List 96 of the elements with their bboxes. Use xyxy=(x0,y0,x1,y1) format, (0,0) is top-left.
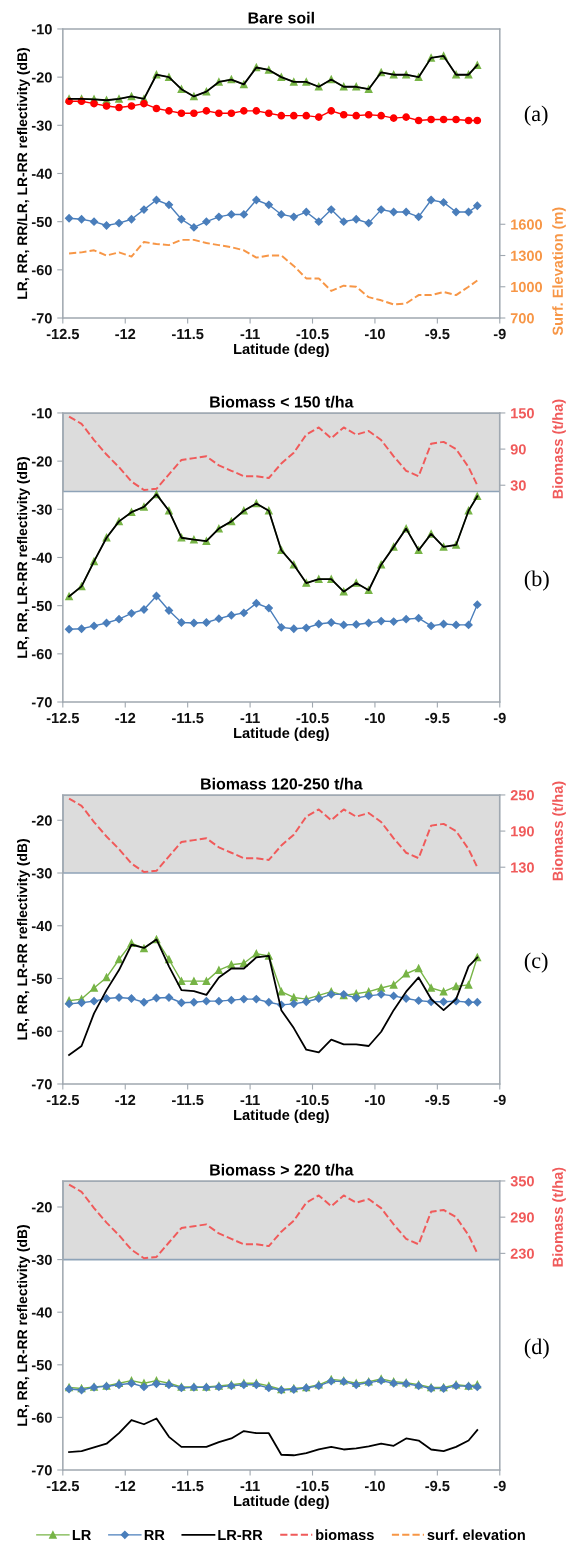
text: (c) xyxy=(524,952,548,973)
y2-axis-title: Biomass (t/ha) xyxy=(552,781,566,881)
x-tick-label: -11 xyxy=(240,1480,260,1491)
x-tick-label: -10 xyxy=(364,1480,385,1492)
y-tick-label: -20 xyxy=(31,1202,52,1213)
y-tick-label: -70 xyxy=(31,697,52,708)
x-tick-label: -10.5 xyxy=(296,1480,329,1492)
x-tick-label: -11.5 xyxy=(172,1480,204,1492)
x-tick-label: -10.5 xyxy=(296,1094,329,1106)
x-tick-label: -10.5 xyxy=(296,712,329,724)
x-tick-label: -12 xyxy=(115,712,136,723)
legend-label: RR xyxy=(144,1529,165,1540)
y2-axis-title: Surf. Elevation (m) xyxy=(552,207,566,336)
y-tick-label: -30 xyxy=(31,504,52,515)
chart-title: Biomass 120-250 t/ha xyxy=(201,777,363,790)
x-tick-label: -11 xyxy=(240,712,260,723)
x-tick-label: -9 xyxy=(493,1480,506,1492)
y-tick-label: -60 xyxy=(31,1026,52,1037)
y-tick-label: -60 xyxy=(31,648,52,660)
x-tick-label: -12.5 xyxy=(46,1480,80,1492)
x-tick-label: -12 xyxy=(115,328,136,339)
y2-tick-label: 190 xyxy=(511,826,534,837)
x-tick-label: -10.5 xyxy=(296,328,329,340)
legend-label: LR-RR xyxy=(218,1529,263,1540)
x-tick-label: -9.5 xyxy=(425,1480,450,1492)
y-tick-label: -20 xyxy=(31,72,52,83)
y2-tick-label: 30 xyxy=(510,480,526,491)
y-tick-label: -60 xyxy=(31,1412,52,1423)
x-axis-title: Latitude (deg) xyxy=(234,1495,329,1510)
y-tick-label: -40 xyxy=(31,1307,52,1318)
x-tick-label: -9 xyxy=(493,1094,506,1106)
y-axis-title: LR, RR, LR-RR reflectivity (dB) xyxy=(17,1225,30,1426)
x-tick-label: -10 xyxy=(364,328,385,340)
x-tick-label: -11.5 xyxy=(172,1094,204,1106)
x-tick-label: -12.5 xyxy=(46,712,80,724)
y2-axis-title: Biomass (t/ha) xyxy=(552,399,566,499)
y-tick-label: -50 xyxy=(31,600,52,612)
x-tick-label: -12 xyxy=(115,1480,136,1491)
y-tick-label: -60 xyxy=(31,264,52,276)
x-tick-label: -9.5 xyxy=(425,712,450,724)
x-tick-label: -11 xyxy=(240,328,260,339)
y-tick-label: -50 xyxy=(31,1359,52,1371)
y-tick-label: -70 xyxy=(31,1465,52,1476)
x-tick-label: -11 xyxy=(240,1094,260,1105)
x-tick-label: -9.5 xyxy=(425,1094,450,1106)
x-tick-label: -9 xyxy=(493,712,506,724)
y2-tick-label: 1300 xyxy=(511,250,543,261)
x-axis-title: Latitude (deg) xyxy=(234,727,329,742)
y-tick-label: -70 xyxy=(31,313,52,324)
y2-tick-label: 250 xyxy=(510,790,534,801)
y-tick-label: -30 xyxy=(31,120,52,131)
y2-tick-label: 150 xyxy=(511,408,534,419)
chart-title: Biomass > 220 t/ha xyxy=(210,1163,354,1176)
y2-tick-label: 230 xyxy=(510,1248,534,1259)
y-tick-label: -20 xyxy=(31,456,52,467)
x-tick-label: -9.5 xyxy=(425,328,450,340)
y2-tick-label: 700 xyxy=(510,313,534,324)
y2-tick-label: 130 xyxy=(511,862,534,873)
x-tick-label: -10 xyxy=(364,1094,385,1106)
legend-label: LR xyxy=(72,1529,91,1540)
legend-label: surf. elevation xyxy=(427,1529,525,1541)
y-axis-title: LR, RR, LR-RR reflectivity (dB) xyxy=(17,457,30,658)
y2-tick-label: 290 xyxy=(510,1212,534,1223)
x-tick-label: -11.5 xyxy=(172,328,204,340)
y-tick-label: -30 xyxy=(31,1254,52,1266)
y-tick-label: -50 xyxy=(31,216,52,228)
y-tick-label: -50 xyxy=(31,973,52,984)
x-tick-label: -12.5 xyxy=(46,1094,80,1106)
text: (b) xyxy=(524,570,549,591)
y-tick-label: -10 xyxy=(31,24,52,35)
legend-label: biomass xyxy=(316,1529,374,1541)
text: (d) xyxy=(524,1338,549,1359)
text: (a) xyxy=(524,105,548,126)
y-tick-label: -10 xyxy=(31,408,52,419)
x-tick-label: -12 xyxy=(115,1094,136,1105)
y-axis-title: LR, RR, RR/LR, LR-RR reflectivity (dB) xyxy=(17,48,30,299)
y-tick-label: -40 xyxy=(31,552,52,563)
y2-tick-label: 1000 xyxy=(511,281,543,293)
y2-axis-title: Biomass (t/ha) xyxy=(552,1167,566,1267)
x-tick-label: -9 xyxy=(493,328,506,340)
y-tick-label: -30 xyxy=(31,868,52,879)
chart-title: Biomass < 150 t/ha xyxy=(210,395,354,408)
y2-tick-label: 350 xyxy=(510,1176,534,1187)
x-axis-title: Latitude (deg) xyxy=(234,1109,329,1124)
y2-tick-label: 1600 xyxy=(511,219,543,230)
x-tick-label: -12.5 xyxy=(46,328,80,340)
x-axis-title: Latitude (deg) xyxy=(234,343,329,358)
y-tick-label: -20 xyxy=(31,815,52,826)
chart-title: Bare soil xyxy=(248,11,314,24)
y-tick-label: -40 xyxy=(31,920,52,932)
y2-tick-label: 90 xyxy=(510,444,526,455)
y-axis-title: LR, RR, LR-RR reflectivity (dB) xyxy=(17,839,30,1040)
y-tick-label: -70 xyxy=(31,1079,52,1090)
x-tick-label: -11.5 xyxy=(172,712,204,724)
y-tick-label: -40 xyxy=(31,168,52,179)
x-tick-label: -10 xyxy=(364,712,385,724)
